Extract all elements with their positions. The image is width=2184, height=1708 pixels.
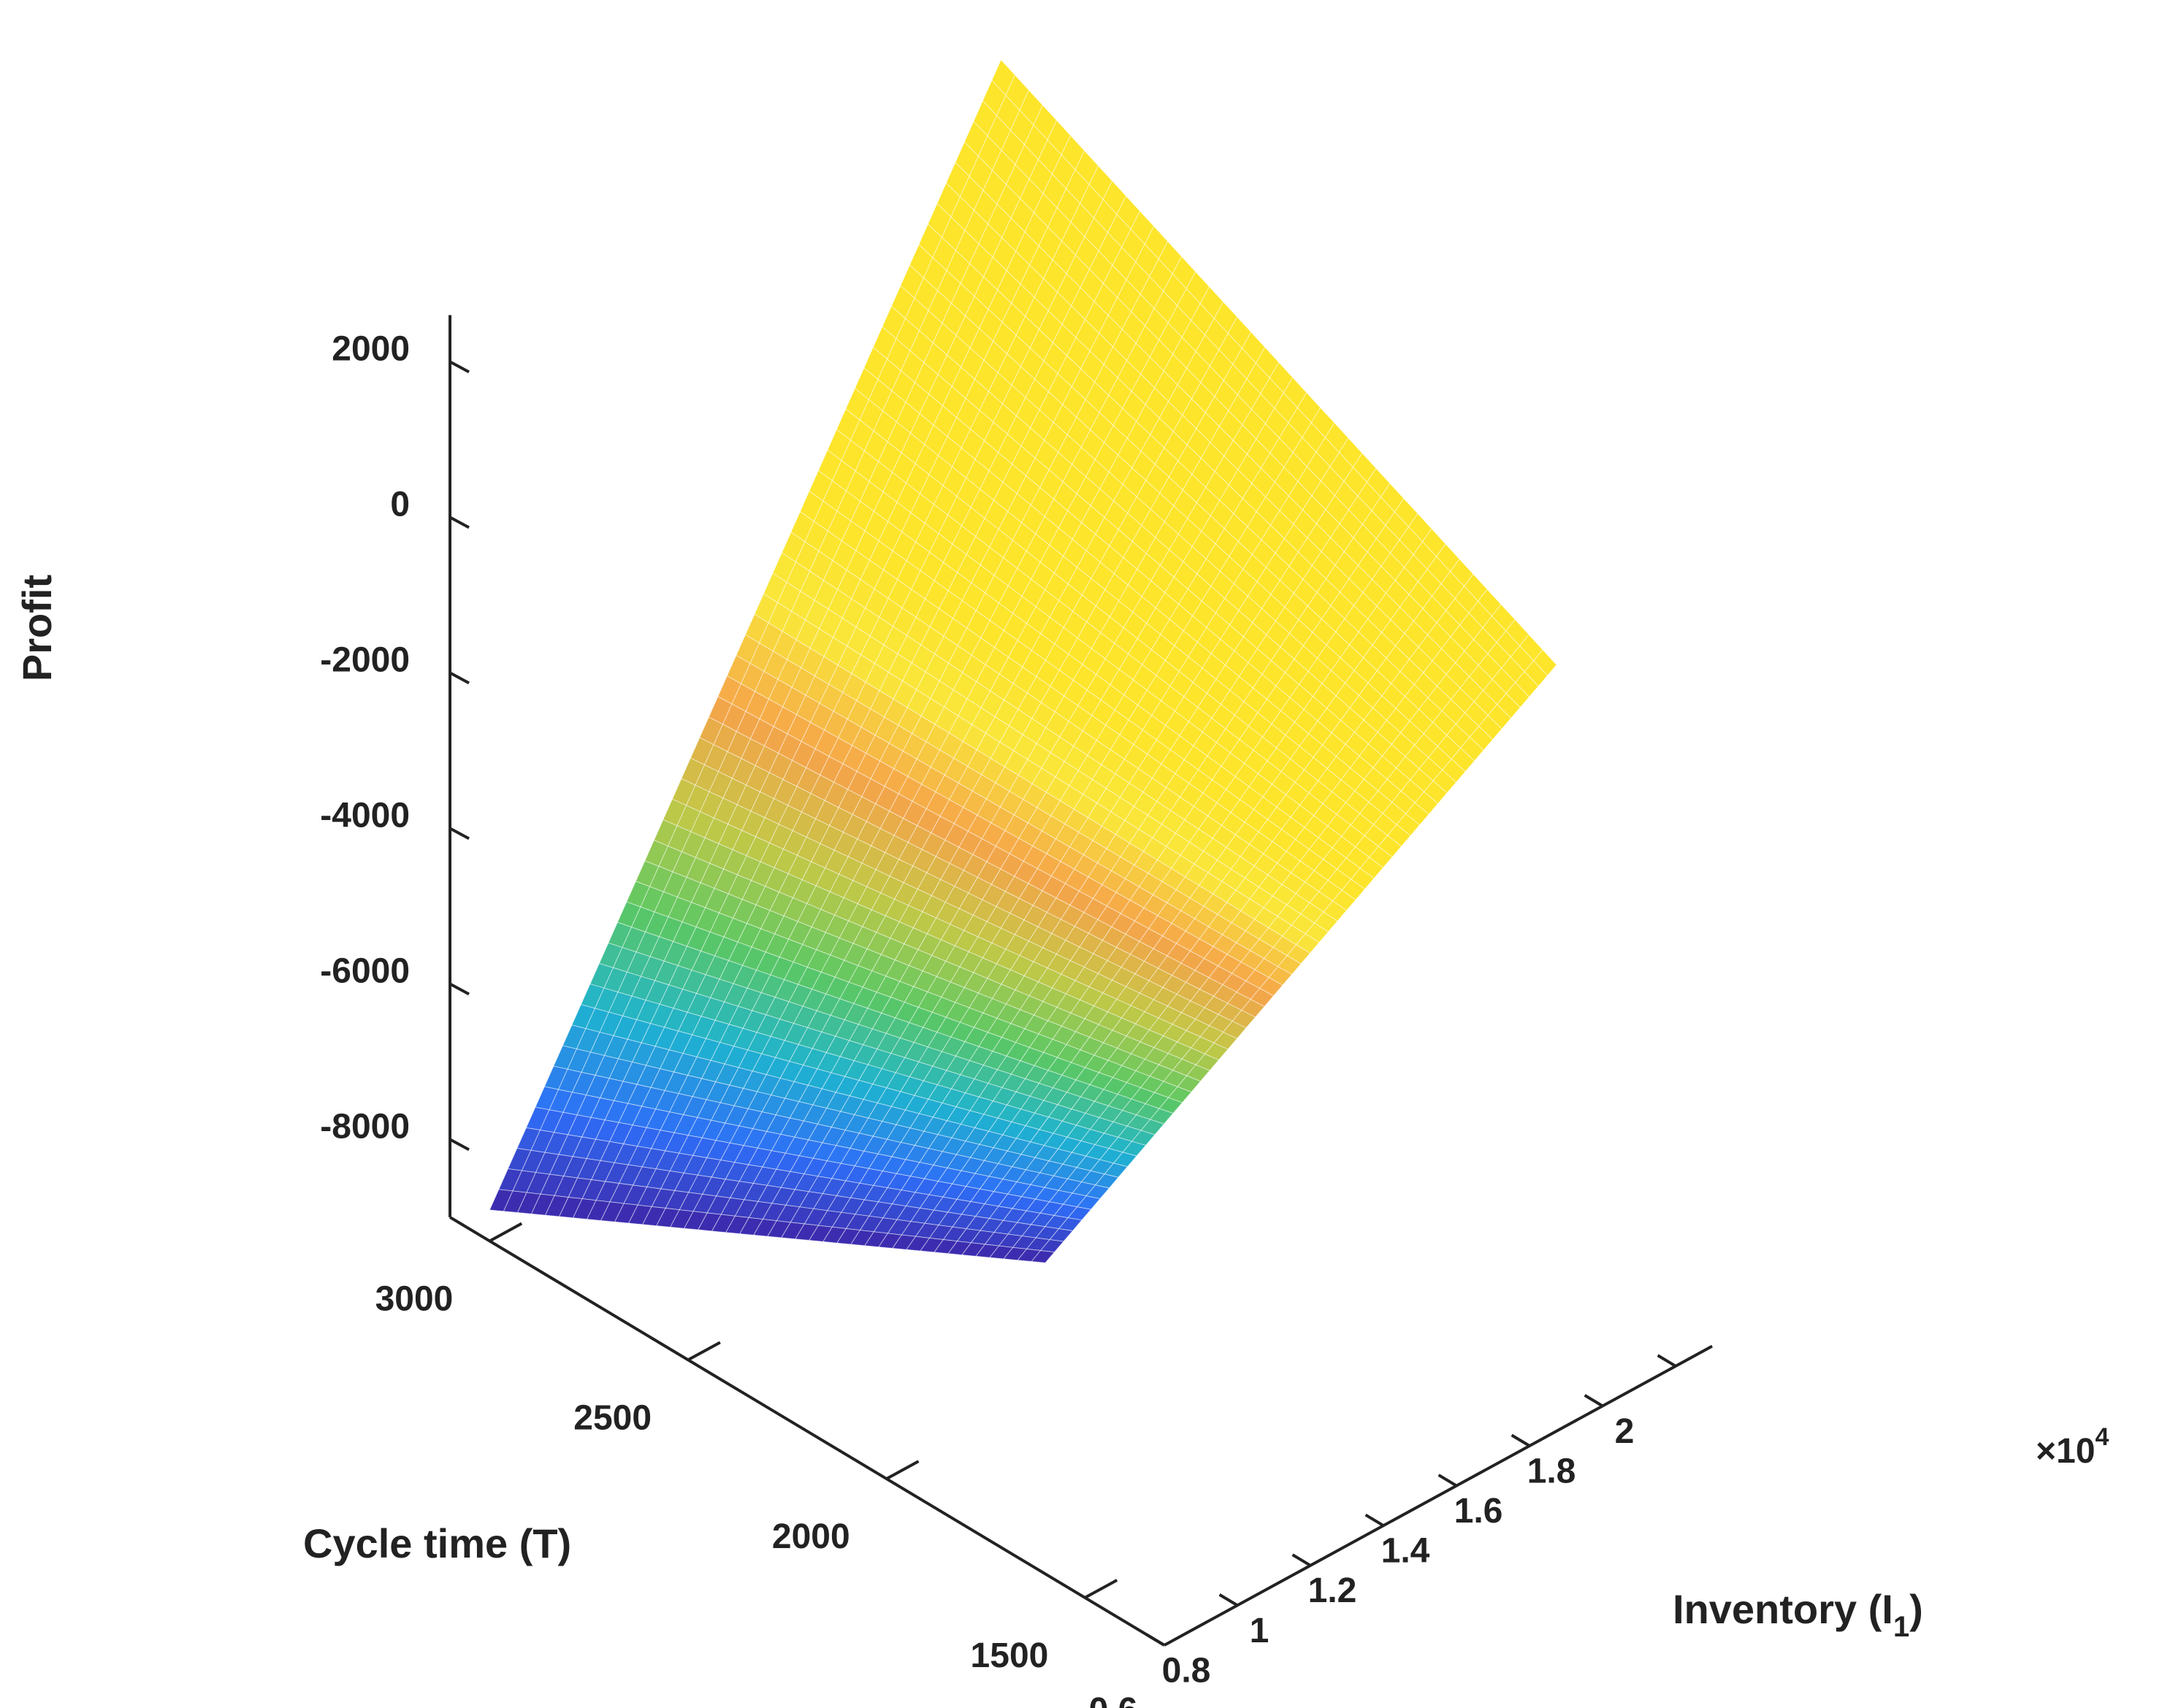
x-tick-mark <box>1218 1593 1239 1607</box>
y-tick-mark <box>1084 1579 1118 1599</box>
z-tick-label: 2000 <box>332 329 410 368</box>
y-tick-label: 2500 <box>573 1398 652 1437</box>
x-tick-mark <box>1291 1553 1312 1567</box>
axes <box>448 315 1713 1647</box>
x-axis-label-main: Inventory (I <box>1673 1586 1893 1632</box>
y-tick-label: 2000 <box>772 1517 850 1556</box>
y-tick-label: 3000 <box>375 1279 454 1318</box>
y-axis-line <box>449 1216 1166 1647</box>
y-axis-label: Cycle time (T) <box>303 1520 571 1566</box>
x-tick-mark <box>1511 1433 1531 1447</box>
x-axis-label-subscript: 1 <box>1893 1611 1909 1643</box>
z-tick-mark <box>449 1138 470 1152</box>
y-tick-mark <box>489 1222 523 1243</box>
x-tick-mark <box>1437 1474 1458 1487</box>
x-tick-mark <box>1364 1513 1385 1527</box>
x-tick-label: 1.6 <box>1454 1492 1503 1531</box>
x-axis-label: Inventory (I1) <box>1673 1586 1923 1643</box>
z-tick-mark <box>449 671 470 685</box>
z-tick-label: -6000 <box>320 951 410 990</box>
x-axis-label-close: ) <box>1909 1586 1923 1632</box>
x-tick-label: 1.8 <box>1527 1452 1576 1490</box>
z-tick-label: -4000 <box>320 796 410 835</box>
x-tick-label: 0.6 <box>1089 1691 1138 1708</box>
x-tick-mark <box>1584 1394 1604 1408</box>
z-axis-label: Profit <box>14 575 60 681</box>
y-tick-mark <box>885 1460 920 1480</box>
y-tick-label: 1500 <box>971 1636 1049 1675</box>
x-multiplier-base: ×10 <box>2036 1432 2095 1471</box>
x-tick-mark <box>1145 1633 1166 1647</box>
z-tick-label: -8000 <box>320 1107 410 1146</box>
x-tick-label: 1 <box>1250 1612 1269 1650</box>
surface-cell <box>489 1189 513 1212</box>
x-tick-mark <box>1657 1354 1677 1368</box>
x-axis-line <box>1164 1344 1713 1647</box>
x-multiplier-exponent: 4 <box>2095 1423 2109 1451</box>
z-tick-mark <box>449 982 470 996</box>
x-tick-label: 1.2 <box>1308 1571 1357 1610</box>
z-tick-label: -2000 <box>320 640 410 679</box>
x-tick-label: 0.8 <box>1162 1651 1211 1690</box>
y-tick-mark <box>687 1341 721 1362</box>
x-tick-label: 1.4 <box>1381 1532 1430 1571</box>
surface-mesh <box>489 59 1557 1263</box>
x-axis-multiplier: ×104 <box>2036 1423 2109 1471</box>
ticks: 0.6 0.8 1 1.2 1.4 1.6 1.8 2 1500 2000 2500 3000 -800… <box>320 329 1677 1708</box>
z-tick-mark <box>449 360 470 374</box>
z-tick-mark <box>449 827 470 840</box>
z-tick-mark <box>449 516 470 529</box>
x-tick-label: 2 <box>1615 1412 1635 1451</box>
z-tick-label: 0 <box>390 485 410 524</box>
